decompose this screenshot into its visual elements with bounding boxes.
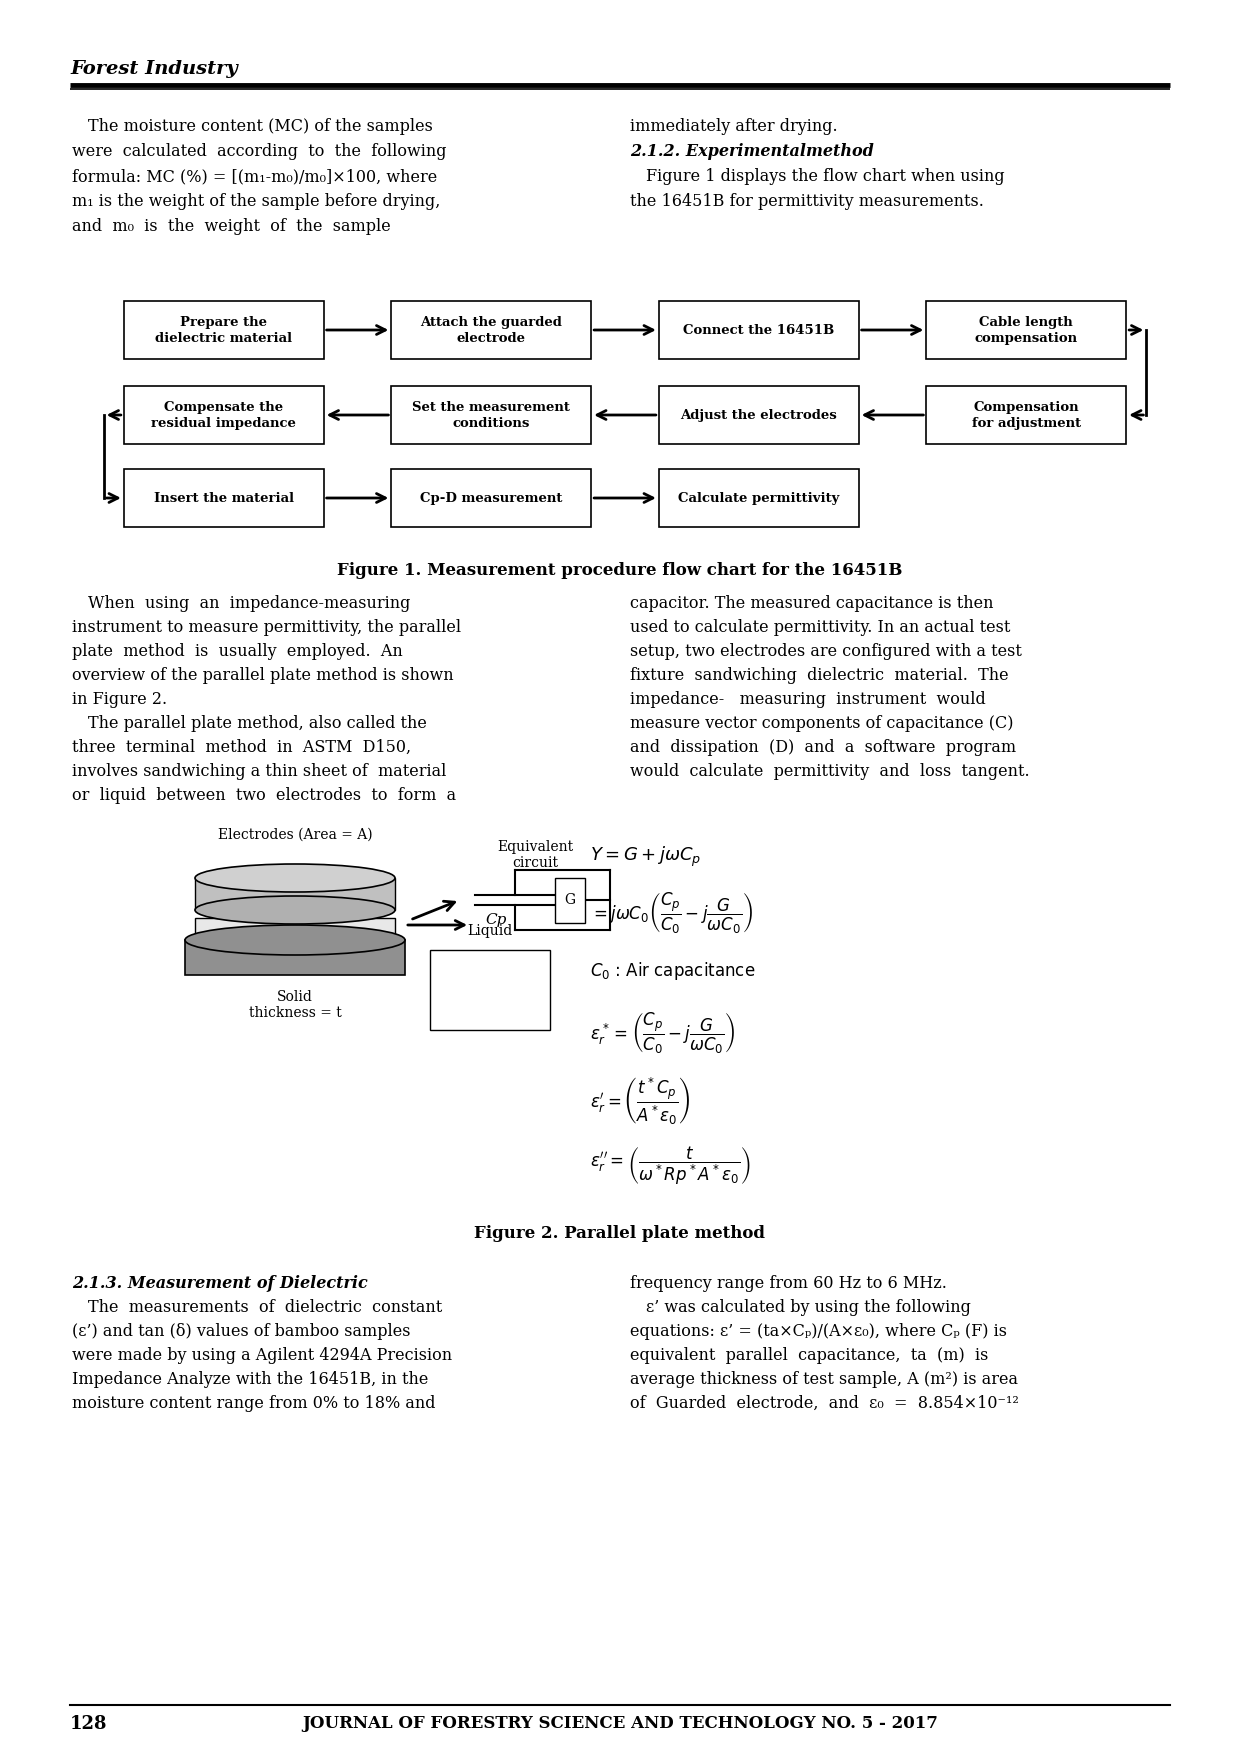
Bar [392,386,591,444]
Text: overview of the parallel plate method is shown: overview of the parallel plate method is… [72,666,454,684]
Bar [124,470,324,528]
Text: Electrodes (Area = A): Electrodes (Area = A) [218,827,372,841]
Bar [430,950,551,1031]
Bar [556,878,585,924]
Text: compensation: compensation [975,331,1078,345]
Text: Connect the 16451B: Connect the 16451B [683,324,835,337]
Text: 2.1.3. Measurement of Dielectric: 2.1.3. Measurement of Dielectric [72,1274,368,1292]
Text: fixture  sandwiching  dielectric  material.  The: fixture sandwiching dielectric material.… [630,666,1008,684]
Text: immediately after drying.: immediately after drying. [630,117,838,135]
Text: The parallel plate method, also called the: The parallel plate method, also called t… [72,715,427,733]
Text: or  liquid  between  two  electrodes  to  form  a: or liquid between two electrodes to form… [72,787,456,805]
Text: used to calculate permittivity. In an actual test: used to calculate permittivity. In an ac… [630,619,1011,636]
Text: 2.1.2. Experimentalmethod: 2.1.2. Experimentalmethod [630,144,874,160]
Text: setup, two electrodes are configured with a test: setup, two electrodes are configured wit… [630,643,1022,659]
Text: conditions: conditions [453,417,529,429]
Text: were made by using a Agilent 4294A Precision: were made by using a Agilent 4294A Preci… [72,1346,453,1364]
Bar [124,302,324,359]
Ellipse shape [195,864,396,892]
Text: average thickness of test sample, A (m²) is area: average thickness of test sample, A (m²)… [630,1371,1018,1388]
Text: for adjustment: for adjustment [972,417,1081,429]
Text: involves sandwiching a thin sheet of  material: involves sandwiching a thin sheet of mat… [72,763,446,780]
Text: Liquid: Liquid [467,924,512,938]
Text: (ε’) and tan (δ) values of bamboo samples: (ε’) and tan (δ) values of bamboo sample… [72,1324,410,1339]
Text: three  terminal  method  in  ASTM  D150,: three terminal method in ASTM D150, [72,740,412,756]
Ellipse shape [195,896,396,924]
Text: $= j\omega C_0 \left(\dfrac{C_p}{C_0} - j\dfrac{G}{\omega C_0}\right)$: $= j\omega C_0 \left(\dfrac{C_p}{C_0} - … [590,891,753,934]
Text: $\varepsilon_r'' = \left(\dfrac{t}{\omega^* Rp^* A^* \varepsilon_0}\right)$: $\varepsilon_r'' = \left(\dfrac{t}{\omeg… [590,1145,750,1187]
Text: dielectric material: dielectric material [155,331,293,345]
Bar [392,302,591,359]
Text: residual impedance: residual impedance [151,417,296,429]
Text: and  m₀  is  the  weight  of  the  sample: and m₀ is the weight of the sample [72,217,391,235]
Bar [185,940,405,975]
Text: m₁ is the weight of the sample before drying,: m₁ is the weight of the sample before dr… [72,193,440,210]
Ellipse shape [185,926,405,955]
Text: would  calculate  permittivity  and  loss  tangent.: would calculate permittivity and loss ta… [630,763,1029,780]
Text: $Y = G + j\omega C_p$: $Y = G + j\omega C_p$ [590,845,701,869]
Text: measure vector components of capacitance (C): measure vector components of capacitance… [630,715,1013,733]
Bar [658,386,859,444]
Text: $\varepsilon_r^* = \left(\dfrac{C_p}{C_0} - j\dfrac{G}{\omega C_0}\right)$: $\varepsilon_r^* = \left(\dfrac{C_p}{C_0… [590,1010,735,1055]
Text: Insert the material: Insert the material [154,491,294,505]
Text: impedance-   measuring  instrument  would: impedance- measuring instrument would [630,691,986,708]
Text: and  dissipation  (D)  and  a  software  program: and dissipation (D) and a software progr… [630,740,1016,756]
Text: $C_0$ : Air capacitance: $C_0$ : Air capacitance [590,961,755,982]
Text: equations: ε’ = (ta×Cₚ)/(A×ε₀), where Cₚ (F) is: equations: ε’ = (ta×Cₚ)/(A×ε₀), where Cₚ… [630,1324,1007,1339]
Text: moisture content range from 0% to 18% and: moisture content range from 0% to 18% an… [72,1395,435,1411]
Text: were  calculated  according  to  the  following: were calculated according to the followi… [72,144,446,160]
Text: Prepare the: Prepare the [180,316,268,328]
Text: Figure 2. Parallel plate method: Figure 2. Parallel plate method [475,1225,765,1241]
Text: Cp: Cp [485,913,506,927]
Text: of  Guarded  electrode,  and  ε₀  =  8.854×10⁻¹²: of Guarded electrode, and ε₀ = 8.854×10⁻… [630,1395,1019,1411]
Text: in Figure 2.: in Figure 2. [72,691,167,708]
Text: equivalent  parallel  capacitance,  ta  (m)  is: equivalent parallel capacitance, ta (m) … [630,1346,988,1364]
Text: Set the measurement: Set the measurement [413,400,570,414]
Bar [926,302,1126,359]
Text: JOURNAL OF FORESTRY SCIENCE AND TECHNOLOGY NO. 5 - 2017: JOURNAL OF FORESTRY SCIENCE AND TECHNOLO… [303,1714,937,1732]
Bar [926,386,1126,444]
Text: Calculate permittivity: Calculate permittivity [678,491,839,505]
Text: Adjust the electrodes: Adjust the electrodes [681,408,837,421]
Text: Compensate the: Compensate the [164,400,283,414]
Text: the 16451B for permittivity measurements.: the 16451B for permittivity measurements… [630,193,983,210]
Bar [195,919,396,940]
Text: Attach the guarded: Attach the guarded [420,316,562,328]
Bar [392,470,591,528]
Text: electrode: electrode [456,331,526,345]
Text: Cp-D measurement: Cp-D measurement [420,491,563,505]
Text: G: G [564,892,575,906]
Text: Figure 1. Measurement procedure flow chart for the 16451B: Figure 1. Measurement procedure flow cha… [337,563,903,578]
Text: When  using  an  impedance-measuring: When using an impedance-measuring [72,594,410,612]
Text: Cable length: Cable length [980,316,1073,328]
Text: Figure 1 displays the flow chart when using: Figure 1 displays the flow chart when us… [630,168,1004,186]
Bar [195,878,396,910]
Text: The  measurements  of  dielectric  constant: The measurements of dielectric constant [72,1299,443,1317]
Bar [658,302,859,359]
Bar [124,386,324,444]
Text: ε’ was calculated by using the following: ε’ was calculated by using the following [630,1299,971,1317]
Text: formula: MC (%) = [(m₁-m₀)/m₀]×100, where: formula: MC (%) = [(m₁-m₀)/m₀]×100, wher… [72,168,438,186]
Text: instrument to measure permittivity, the parallel: instrument to measure permittivity, the … [72,619,461,636]
Text: $\varepsilon_r' = \left(\dfrac{t^* C_p}{A^* \varepsilon_0}\right)$: $\varepsilon_r' = \left(\dfrac{t^* C_p}{… [590,1075,691,1125]
Text: Compensation: Compensation [973,400,1079,414]
Text: The moisture content (MC) of the samples: The moisture content (MC) of the samples [72,117,433,135]
Text: Forest Industry: Forest Industry [69,60,238,77]
Bar [658,470,859,528]
Text: Impedance Analyze with the 16451B, in the: Impedance Analyze with the 16451B, in th… [72,1371,428,1388]
Text: frequency range from 60 Hz to 6 MHz.: frequency range from 60 Hz to 6 MHz. [630,1274,947,1292]
Text: Solid
thickness = t: Solid thickness = t [249,990,341,1020]
Text: capacitor. The measured capacitance is then: capacitor. The measured capacitance is t… [630,594,993,612]
Text: plate  method  is  usually  employed.  An: plate method is usually employed. An [72,643,403,659]
Text: Equivalent
circuit: Equivalent circuit [497,840,573,869]
Text: 128: 128 [69,1714,108,1734]
